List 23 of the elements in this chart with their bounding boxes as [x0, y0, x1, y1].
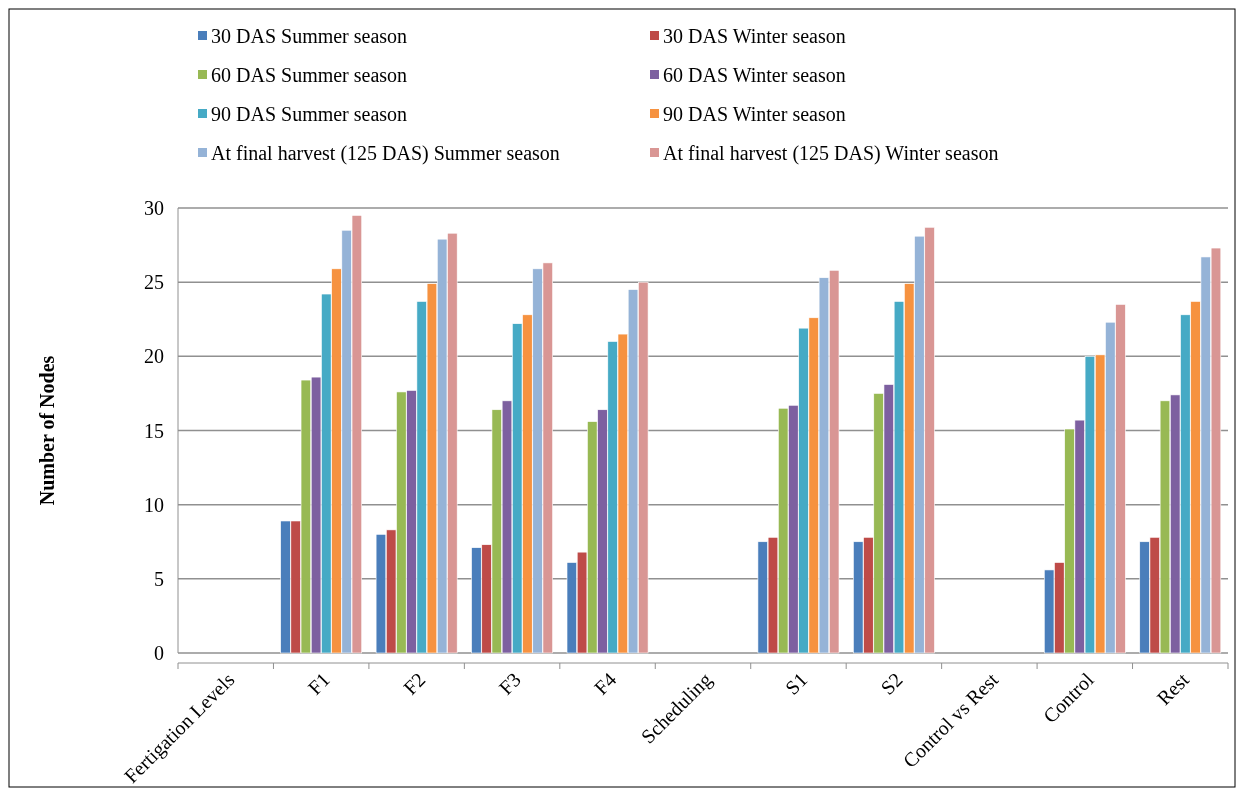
y-tick-label: 25: [144, 271, 164, 294]
y-tick-label: 20: [144, 345, 164, 368]
y-tick-label: 15: [144, 419, 164, 442]
legend-label: 30 DAS Winter season: [663, 25, 846, 47]
x-tick-label: S1: [780, 668, 812, 699]
y-tick-label: 10: [144, 493, 164, 516]
legend-label: 30 DAS Summer season: [211, 25, 408, 47]
legend-label: 90 DAS Summer season: [211, 103, 408, 125]
x-tick-label: F3: [494, 668, 525, 699]
legend-label: At final harvest (125 DAS) Winter season: [663, 142, 999, 165]
x-tick-label: Rest: [1152, 667, 1194, 709]
legend-label: 60 DAS Summer season: [211, 64, 408, 86]
x-tick-label: F4: [589, 668, 621, 699]
y-axis-title: Number of Nodes: [36, 355, 58, 506]
legend-label: 60 DAS Winter season: [663, 64, 846, 86]
y-tick-label: 30: [144, 197, 164, 219]
y-tick-label: 5: [154, 567, 164, 590]
x-tick-label: F1: [303, 668, 335, 699]
y-tick-label: 0: [154, 642, 164, 664]
x-tick-label: S2: [876, 668, 907, 699]
x-tick-label: F2: [398, 668, 430, 699]
legend-label: At final harvest (125 DAS) Summer season: [211, 142, 560, 165]
legend-label: 90 DAS Winter season: [663, 103, 846, 125]
